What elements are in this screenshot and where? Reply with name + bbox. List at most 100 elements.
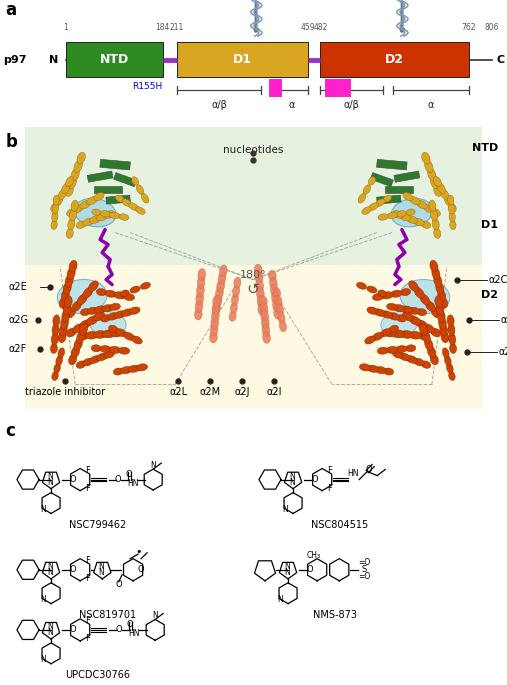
Ellipse shape: [209, 332, 218, 343]
Text: D2: D2: [385, 53, 404, 66]
Ellipse shape: [424, 205, 434, 213]
Ellipse shape: [373, 293, 384, 301]
Text: triazole inhibitor: triazole inhibitor: [25, 388, 105, 397]
FancyBboxPatch shape: [66, 42, 163, 77]
Text: F: F: [85, 634, 90, 643]
Ellipse shape: [101, 315, 111, 322]
Ellipse shape: [396, 315, 406, 322]
Ellipse shape: [389, 313, 400, 320]
Text: N: N: [150, 460, 156, 470]
Text: O: O: [116, 580, 122, 589]
Ellipse shape: [232, 294, 239, 306]
Ellipse shape: [389, 325, 399, 333]
Ellipse shape: [212, 302, 220, 315]
Text: =O: =O: [358, 572, 371, 582]
Ellipse shape: [71, 301, 82, 312]
Ellipse shape: [362, 207, 371, 214]
Ellipse shape: [377, 347, 389, 354]
Ellipse shape: [257, 295, 265, 308]
Ellipse shape: [430, 177, 439, 189]
Ellipse shape: [396, 345, 407, 353]
Ellipse shape: [437, 310, 445, 323]
Ellipse shape: [66, 308, 76, 318]
Ellipse shape: [387, 212, 397, 219]
Ellipse shape: [114, 311, 126, 319]
Text: α2M: α2M: [199, 388, 221, 397]
Ellipse shape: [434, 275, 442, 287]
Ellipse shape: [406, 209, 415, 215]
Ellipse shape: [403, 312, 414, 321]
Text: b: b: [5, 133, 17, 151]
Text: N: N: [98, 562, 104, 571]
Text: NTD: NTD: [100, 53, 129, 66]
Ellipse shape: [279, 321, 286, 332]
Text: 482: 482: [313, 23, 328, 32]
Ellipse shape: [432, 219, 439, 230]
Ellipse shape: [65, 177, 74, 187]
Ellipse shape: [114, 368, 123, 375]
Ellipse shape: [129, 203, 138, 210]
Ellipse shape: [136, 364, 148, 371]
Text: F: F: [327, 466, 332, 475]
Ellipse shape: [86, 316, 98, 325]
Ellipse shape: [450, 221, 456, 229]
Ellipse shape: [384, 329, 396, 337]
Text: F: F: [85, 484, 90, 493]
Ellipse shape: [76, 361, 86, 369]
Ellipse shape: [67, 267, 75, 280]
Text: UPCDC30766: UPCDC30766: [65, 670, 130, 680]
Ellipse shape: [136, 185, 144, 195]
Ellipse shape: [100, 210, 111, 217]
Text: N: N: [152, 611, 158, 620]
Ellipse shape: [122, 199, 131, 206]
Ellipse shape: [141, 193, 149, 203]
Ellipse shape: [401, 331, 413, 338]
Text: 180°: 180°: [240, 269, 266, 279]
Ellipse shape: [58, 332, 66, 342]
Ellipse shape: [130, 286, 140, 293]
Ellipse shape: [104, 351, 115, 358]
Ellipse shape: [439, 316, 447, 329]
Ellipse shape: [401, 306, 413, 313]
Polygon shape: [377, 195, 401, 204]
Ellipse shape: [69, 209, 77, 221]
Ellipse shape: [410, 197, 420, 205]
Text: ↺: ↺: [246, 282, 260, 297]
Ellipse shape: [448, 203, 456, 212]
Ellipse shape: [62, 183, 70, 194]
Text: α2J: α2J: [234, 388, 250, 397]
Ellipse shape: [356, 282, 367, 289]
Ellipse shape: [262, 324, 270, 337]
Text: N: N: [284, 569, 290, 577]
Text: F: F: [327, 484, 332, 493]
Ellipse shape: [441, 332, 449, 342]
Ellipse shape: [372, 332, 384, 340]
Ellipse shape: [73, 324, 84, 333]
Text: 459: 459: [301, 23, 315, 32]
Polygon shape: [385, 186, 413, 193]
Text: 762: 762: [461, 23, 476, 32]
Ellipse shape: [448, 195, 454, 206]
Text: HN: HN: [127, 479, 139, 488]
Ellipse shape: [449, 372, 455, 380]
Ellipse shape: [77, 294, 87, 305]
Ellipse shape: [93, 312, 104, 321]
Ellipse shape: [416, 320, 428, 329]
Ellipse shape: [399, 353, 411, 361]
Ellipse shape: [96, 353, 108, 361]
Ellipse shape: [443, 348, 449, 358]
Ellipse shape: [275, 296, 282, 307]
Ellipse shape: [369, 177, 375, 185]
Ellipse shape: [50, 343, 57, 353]
Ellipse shape: [87, 308, 98, 314]
Text: NSC804515: NSC804515: [311, 520, 369, 530]
Text: O: O: [115, 475, 122, 484]
Ellipse shape: [54, 196, 62, 206]
Text: α2I: α2I: [266, 388, 282, 397]
Text: N: N: [47, 562, 53, 571]
Ellipse shape: [81, 308, 90, 316]
Ellipse shape: [391, 199, 432, 227]
Ellipse shape: [75, 199, 116, 227]
Ellipse shape: [409, 281, 419, 291]
Ellipse shape: [57, 279, 107, 314]
